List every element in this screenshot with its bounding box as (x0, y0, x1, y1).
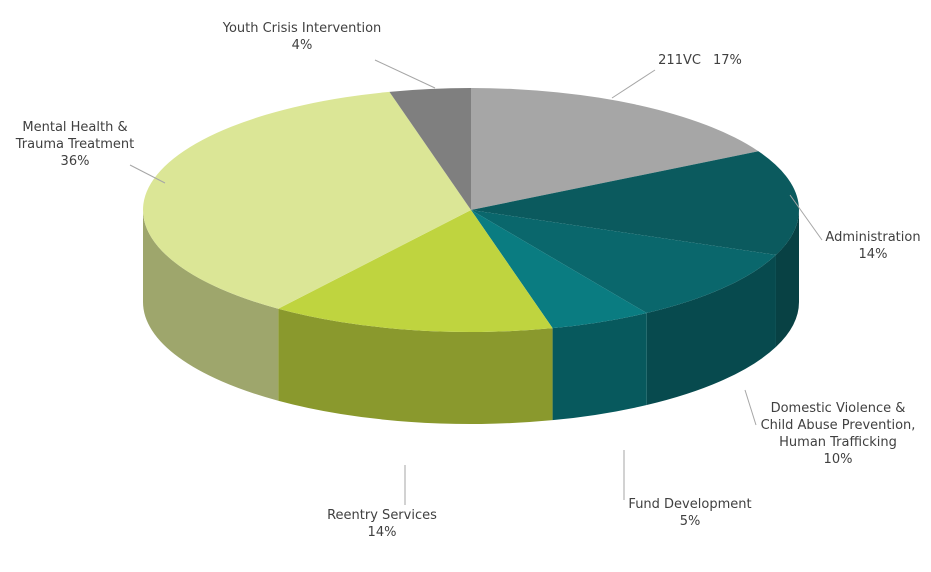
category-label: 211VC (658, 53, 701, 68)
data-label: Administration 14% (825, 229, 920, 263)
category-label: Administration (825, 230, 921, 245)
slice (471, 88, 759, 210)
value-label: 10% (823, 452, 853, 467)
value-label: 4% (291, 38, 313, 53)
slice (278, 210, 553, 332)
data-label: Fund Development 5% (628, 496, 751, 530)
data-label: Youth Crisis Intervention 4% (223, 20, 382, 54)
slice (471, 210, 647, 329)
leader-line (789, 194, 823, 241)
slice-side (142, 210, 279, 401)
leader-line (129, 164, 166, 184)
slice-side (775, 210, 799, 347)
slice-side (646, 254, 776, 406)
slice-side (552, 313, 647, 421)
data-label: Reentry Services 14% (327, 507, 437, 541)
slice (471, 210, 776, 314)
data-label: Domestic Violence & Child Abuse Preventi… (753, 400, 923, 468)
data-label: 211VC 17% (658, 52, 742, 69)
value-label: 17% (712, 53, 742, 68)
leader-line (744, 389, 757, 426)
value-label: 36% (60, 154, 90, 169)
slice-side (278, 308, 553, 424)
category-label: Mental Health & Trauma Treatment (15, 120, 135, 152)
leader-line (374, 59, 436, 89)
slice (142, 91, 471, 309)
slice (389, 88, 471, 210)
leader-line (611, 69, 656, 99)
data-label: Mental Health & Trauma Treatment 36% (5, 119, 145, 170)
category-label: Reentry Services (327, 508, 437, 523)
category-label: Fund Development (628, 497, 752, 512)
slice (471, 151, 799, 255)
category-label: Youth Crisis Intervention (222, 21, 382, 36)
value-label: 14% (858, 247, 888, 262)
value-label: 14% (367, 525, 397, 540)
value-label: 5% (679, 514, 701, 529)
category-label: Domestic Violence & Child Abuse Preventi… (760, 401, 916, 450)
